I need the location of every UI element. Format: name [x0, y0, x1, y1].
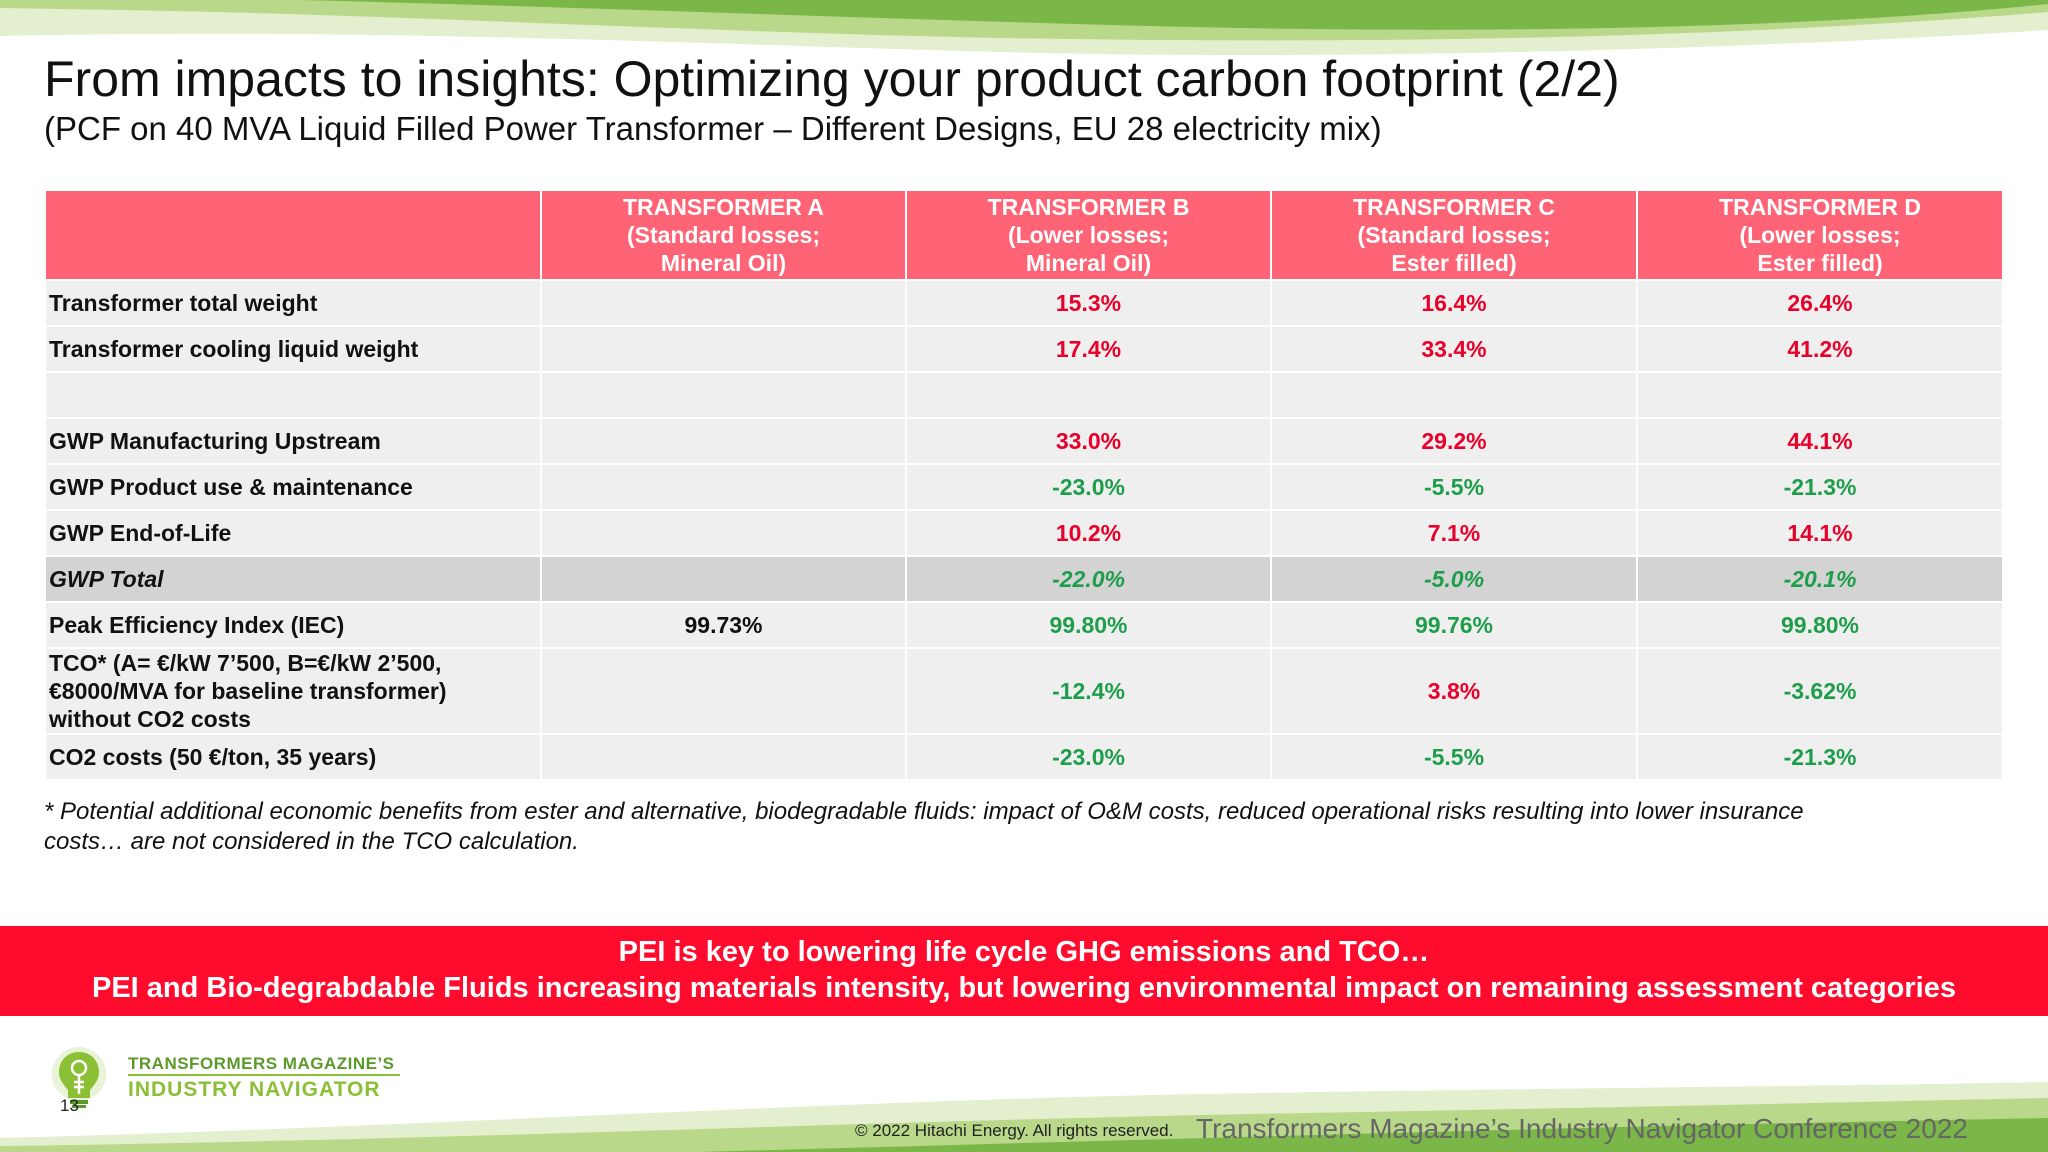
cell-transformer-a: 99.73% [540, 601, 907, 649]
header-transformer-b: TRANSFORMER B (Lower losses; Mineral Oil… [905, 189, 1272, 281]
table-row-co2: CO2 costs (50 €/ton, 35 years) -23.0% -5… [44, 733, 2004, 781]
cell-transformer-c: 33.4% [1270, 325, 1638, 373]
table-row-gwp-upstream: GWP Manufacturing Upstream 33.0% 29.2% 4… [44, 417, 2004, 465]
cell-transformer-a [540, 325, 907, 373]
header-line: (Lower losses; [1007, 222, 1170, 248]
header-transformer-c: TRANSFORMER C (Standard losses; Ester fi… [1270, 189, 1638, 281]
cell-transformer-d: -3.62% [1636, 647, 2004, 735]
footnote: * Potential additional economic benefits… [44, 797, 1984, 857]
logo-text-navigator: INDUSTRY NAVIGATOR [128, 1078, 381, 1101]
spacer-cell [540, 371, 907, 419]
cell-transformer-b: 15.3% [905, 279, 1272, 327]
cell-transformer-b: -23.0% [905, 463, 1272, 511]
row-label-line: TCO* (A= €/kW 7’500, B=€/kW 2’500, [49, 650, 442, 676]
cell-transformer-b: 17.4% [905, 325, 1272, 373]
row-label: CO2 costs (50 €/ton, 35 years) [44, 733, 542, 781]
row-label: GWP Total [44, 555, 542, 603]
table-row-liquid-weight: Transformer cooling liquid weight 17.4% … [44, 325, 2004, 373]
cell-transformer-c: -5.0% [1270, 555, 1638, 603]
spacer-cell [905, 371, 1272, 419]
pcf-comparison-table: TRANSFORMER A (Standard losses; Mineral … [44, 189, 2004, 781]
table-row-spacer [44, 371, 2004, 419]
header-line: TRANSFORMER B [987, 194, 1190, 220]
header-line: Ester filled) [1757, 250, 1883, 276]
row-label: Transformer cooling liquid weight [44, 325, 542, 373]
header-transformer-a: TRANSFORMER A (Standard losses; Mineral … [540, 189, 907, 281]
row-label: GWP Manufacturing Upstream [44, 417, 542, 465]
cell-transformer-b: -22.0% [905, 555, 1272, 603]
cell-transformer-c: 7.1% [1270, 509, 1638, 557]
cell-transformer-c: -5.5% [1270, 463, 1638, 511]
header-line: TRANSFORMER C [1353, 194, 1555, 220]
page-number: 13 [60, 1096, 79, 1115]
cell-transformer-b: 99.80% [905, 601, 1272, 649]
table-row-pei: Peak Efficiency Index (IEC) 99.73% 99.80… [44, 601, 2004, 649]
spacer-cell [1636, 371, 2004, 419]
cell-transformer-b: 10.2% [905, 509, 1272, 557]
table-row-total-weight: Transformer total weight 15.3% 16.4% 26.… [44, 279, 2004, 327]
footnote-line: costs… are not considered in the TCO cal… [44, 828, 579, 855]
cell-transformer-a [540, 279, 907, 327]
header-line: Mineral Oil) [1025, 250, 1152, 276]
banner-line: PEI and Bio-degrabdable Fluids increasin… [92, 972, 1956, 1004]
cell-transformer-d: 44.1% [1636, 417, 2004, 465]
header-line: (Standard losses; [1357, 222, 1551, 248]
header-empty-cell [44, 189, 542, 281]
key-message-banner: PEI is key to lowering life cycle GHG em… [0, 926, 2048, 1016]
header-transformer-d: TRANSFORMER D (Lower losses; Ester fille… [1636, 189, 2004, 281]
table-header-row: TRANSFORMER A (Standard losses; Mineral … [44, 189, 2004, 281]
table-row-gwp-use: GWP Product use & maintenance -23.0% -5.… [44, 463, 2004, 511]
cell-transformer-d: 41.2% [1636, 325, 2004, 373]
cell-transformer-a [540, 509, 907, 557]
row-label: Peak Efficiency Index (IEC) [44, 601, 542, 649]
cell-transformer-a [540, 733, 907, 781]
cell-transformer-d: -20.1% [1636, 555, 2004, 603]
row-label: GWP End-of-Life [44, 509, 542, 557]
header-line: Ester filled) [1391, 250, 1517, 276]
cell-transformer-c: 99.76% [1270, 601, 1638, 649]
slide-title: From impacts to insights: Optimizing you… [44, 51, 1620, 107]
cell-transformer-d: -21.3% [1636, 463, 2004, 511]
cell-transformer-b: -12.4% [905, 647, 1272, 735]
row-label: GWP Product use & maintenance [44, 463, 542, 511]
header-line: (Standard losses; [627, 222, 820, 248]
cell-transformer-c: 29.2% [1270, 417, 1638, 465]
cell-transformer-a [540, 417, 907, 465]
spacer-cell [1270, 371, 1638, 419]
row-label: Transformer total weight [44, 279, 542, 327]
table-row-gwp-total: GWP Total -22.0% -5.0% -20.1% [44, 555, 2004, 603]
cell-transformer-b: 33.0% [905, 417, 1272, 465]
copyright-notice: © 2022 Hitachi Energy. All rights reserv… [855, 1121, 1174, 1140]
table-row-tco: TCO* (A= €/kW 7’500, B=€/kW 2’500, €8000… [44, 647, 2004, 735]
bottom-wave-decoration [0, 1082, 2048, 1152]
logo-text-magazine: TRANSFORMERS MAGAZINE’S [128, 1054, 395, 1073]
header-line: TRANSFORMER D [1719, 194, 1921, 220]
cell-transformer-b: -23.0% [905, 733, 1272, 781]
cell-transformer-d: 26.4% [1636, 279, 2004, 327]
top-wave-decoration [0, 0, 2048, 56]
header-line: Mineral Oil) [660, 250, 787, 276]
cell-transformer-a [540, 555, 907, 603]
cell-transformer-d: 14.1% [1636, 509, 2004, 557]
cell-transformer-a [540, 463, 907, 511]
conference-name: Transformers Magazine’s Industry Navigat… [1196, 1113, 1968, 1144]
header-line: TRANSFORMER A [622, 194, 825, 220]
lightbulb-icon [52, 1047, 106, 1108]
cell-transformer-d: -21.3% [1636, 733, 2004, 781]
cell-transformer-c: 16.4% [1270, 279, 1638, 327]
row-label-line: €8000/MVA for baseline transformer) [49, 678, 447, 704]
slide-subtitle: (PCF on 40 MVA Liquid Filled Power Trans… [44, 110, 1382, 147]
row-label-line: without CO2 costs [49, 706, 251, 732]
table-row-gwp-eol: GWP End-of-Life 10.2% 7.1% 14.1% [44, 509, 2004, 557]
logo-divider [128, 1074, 400, 1076]
footnote-line: * Potential additional economic benefits… [44, 798, 1804, 825]
banner-line: PEI is key to lowering life cycle GHG em… [618, 936, 1430, 968]
spacer-cell [44, 371, 542, 419]
cell-transformer-c: -5.5% [1270, 733, 1638, 781]
row-label: TCO* (A= €/kW 7’500, B=€/kW 2’500, €8000… [44, 647, 542, 735]
cell-transformer-c: 3.8% [1270, 647, 1638, 735]
cell-transformer-d: 99.80% [1636, 601, 2004, 649]
header-line: (Lower losses; [1739, 222, 1901, 248]
cell-transformer-a [540, 647, 907, 735]
